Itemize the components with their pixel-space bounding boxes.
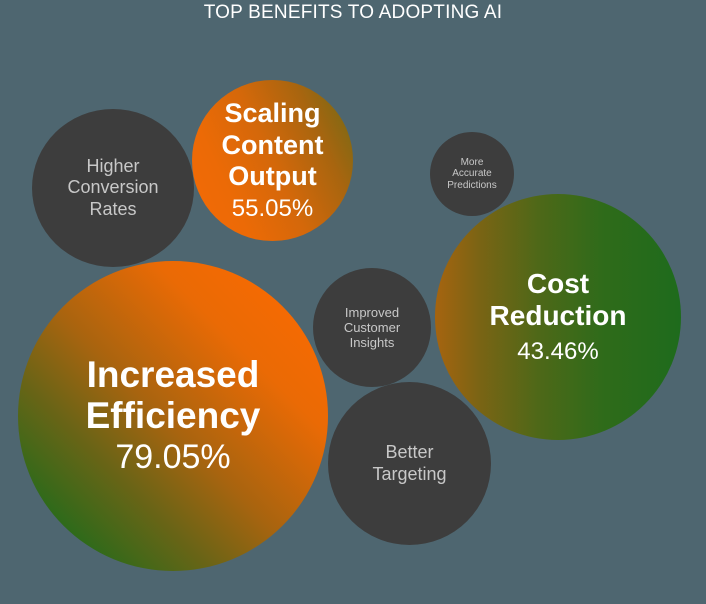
bubble-label-line: More: [460, 156, 484, 168]
bubble-label-line: Customer: [343, 319, 401, 335]
bubble-better-targeting: Better Targeting: [328, 382, 491, 545]
bubble-label-line: Rates: [89, 198, 137, 219]
bubble-label-line: Scaling: [224, 97, 321, 128]
bubble-value: 43.46%: [517, 337, 599, 365]
bubble-cost-reduction: Cost Reduction 43.46%: [435, 194, 681, 440]
bubble-higher-conversion-rates: Higher Conversion Rates: [32, 109, 194, 267]
bubble-label-line: Output: [228, 161, 317, 192]
bubble-value: 79.05%: [115, 438, 231, 477]
bubble-label-line: Accurate: [452, 168, 492, 180]
bubble-label-line: Content: [221, 129, 324, 160]
bubble-label-line: Reduction: [489, 300, 627, 331]
bubble-value: 55.05%: [231, 195, 314, 223]
bubble-label-line: Predictions: [447, 179, 497, 191]
bubble-more-accurate-predictions: More Accurate Predictions: [430, 132, 514, 216]
bubble-label-line: Efficiency: [85, 394, 261, 436]
bubble-label-line: Better: [385, 441, 434, 462]
bubble-label-line: Conversion: [67, 177, 159, 198]
bubble-improved-customer-insights: Improved Customer Insights: [313, 268, 431, 387]
bubble-label-line: Improved: [344, 304, 400, 320]
chart-title: TOP BENEFITS TO ADOPTING AI: [203, 2, 503, 23]
bubble-label-line: Cost: [526, 268, 590, 300]
bubble-label-line: Targeting: [372, 463, 447, 484]
bubble-label-line: Higher: [86, 155, 140, 176]
bubble-label-line: Insights: [349, 335, 395, 351]
bubble-scaling-content-output: Scaling Content Output 55.05%: [192, 80, 353, 241]
bubble-increased-efficiency: Increased Efficiency 79.05%: [18, 261, 328, 571]
bubble-label-line: Increased: [86, 353, 260, 395]
